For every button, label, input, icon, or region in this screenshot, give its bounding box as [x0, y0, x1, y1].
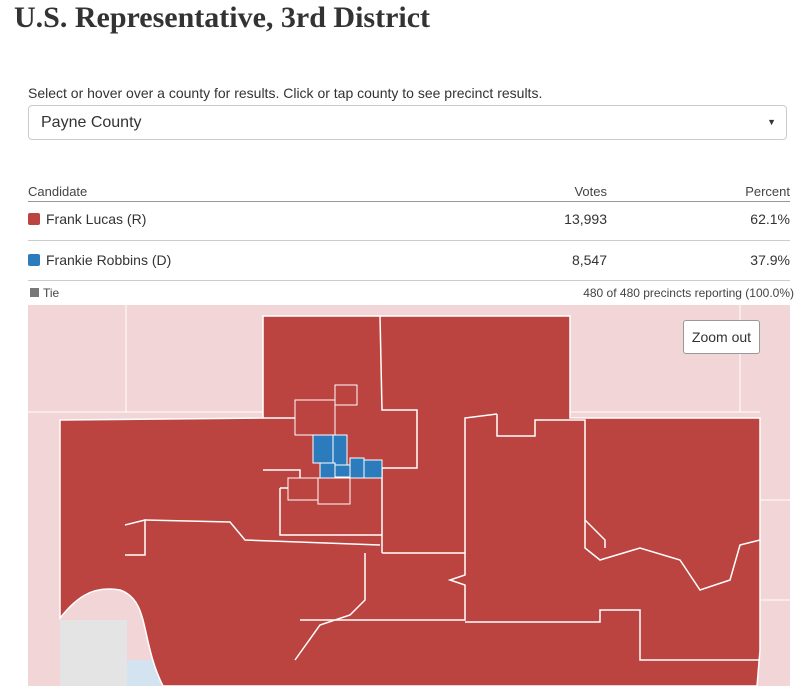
title: U.S. Representative, 3rd District — [14, 1, 431, 34]
county-select[interactable]: Payne County ▼ — [28, 105, 787, 140]
percent: 37.9% — [750, 252, 790, 268]
reporting: 480 of 480 precincts reporting (100.0%) — [583, 286, 794, 300]
dem-precincts — [312, 434, 383, 479]
swatch — [28, 213, 40, 225]
map — [28, 305, 790, 686]
percent: 62.1% — [750, 211, 790, 227]
rule — [28, 240, 790, 241]
city-precincts — [287, 384, 358, 505]
votes: 8,547 — [571, 252, 607, 268]
column-header: Percent — [745, 184, 790, 199]
district[interactable] — [59, 315, 761, 686]
rule — [28, 280, 790, 281]
select-value: Payne County — [41, 114, 142, 131]
instruction: Select or hover over a county for result… — [28, 85, 543, 101]
votes: 13,993 — [564, 211, 607, 227]
candidate: Frank Lucas (R) — [46, 211, 147, 227]
select-caret: ▼ — [767, 117, 776, 127]
swatch — [28, 254, 40, 266]
county-borders — [124, 315, 761, 661]
zoom-out-button[interactable]: Zoom out — [683, 320, 760, 354]
tie-label: Tie — [43, 286, 60, 300]
column-header: Candidate — [28, 184, 88, 199]
other-area — [60, 620, 127, 686]
rule — [28, 201, 790, 202]
candidate: Frankie Robbins (D) — [46, 252, 172, 268]
column-header: Votes — [574, 184, 607, 199]
tie-swatch — [30, 288, 39, 297]
